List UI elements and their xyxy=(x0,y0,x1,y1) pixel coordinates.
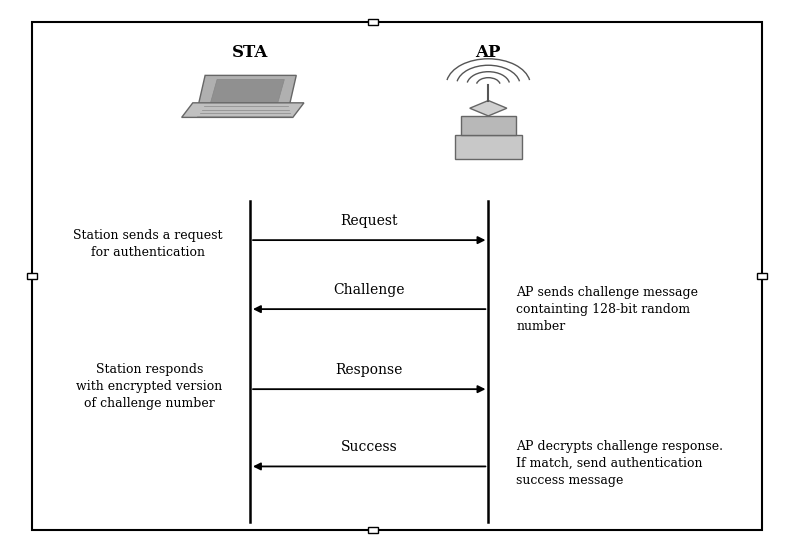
Polygon shape xyxy=(208,79,284,112)
Bar xyxy=(757,273,767,279)
Text: Station sends a request
for authentication: Station sends a request for authenticati… xyxy=(73,229,222,259)
Bar xyxy=(368,527,378,533)
Text: Success: Success xyxy=(341,440,398,454)
Text: Response: Response xyxy=(336,363,403,377)
Text: AP: AP xyxy=(476,44,501,61)
Polygon shape xyxy=(196,76,296,115)
Text: Request: Request xyxy=(341,214,398,228)
Bar xyxy=(368,19,378,25)
Text: AP decrypts challenge response.
If match, send authentication
success message: AP decrypts challenge response. If match… xyxy=(516,440,723,487)
Bar xyxy=(461,116,516,135)
Text: STA: STA xyxy=(232,44,268,61)
Text: Station responds
with encrypted version
of challenge number: Station responds with encrypted version … xyxy=(76,363,222,410)
Polygon shape xyxy=(182,103,304,118)
Text: AP sends challenge message
containting 128-bit random
number: AP sends challenge message containting 1… xyxy=(516,285,698,333)
Polygon shape xyxy=(470,100,507,116)
Bar xyxy=(27,273,37,279)
Bar xyxy=(454,135,522,159)
Text: Challenge: Challenge xyxy=(333,283,405,297)
